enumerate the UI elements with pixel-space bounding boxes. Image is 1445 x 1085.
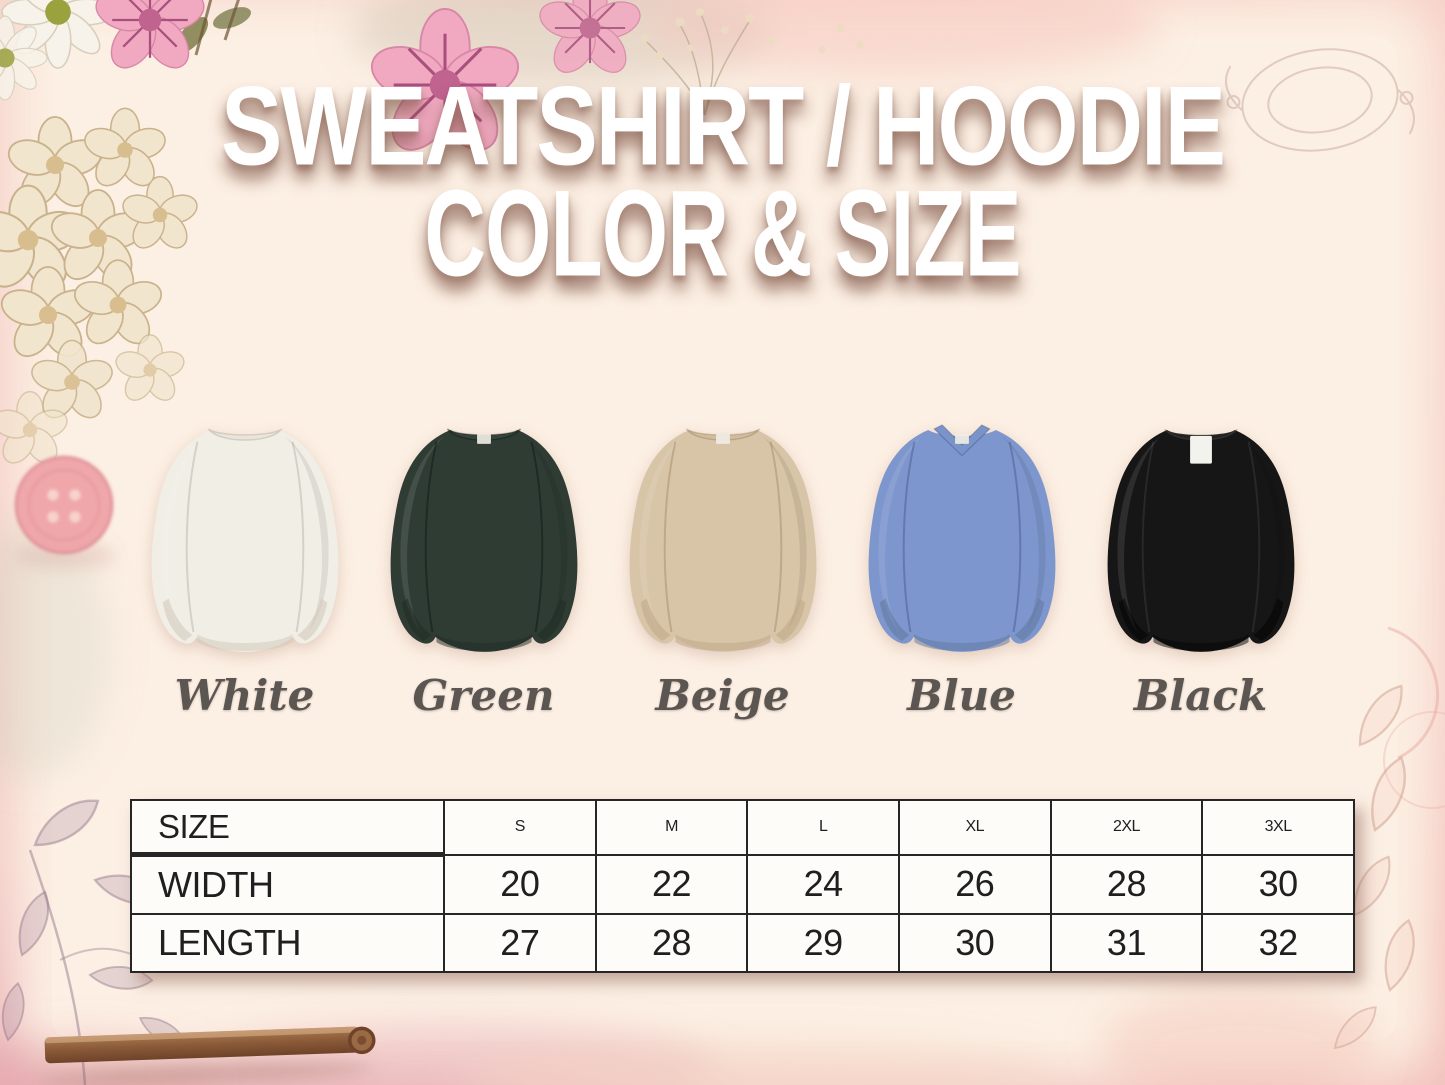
value-cell: 26	[897, 853, 1052, 915]
sweatshirt-image	[151, 428, 338, 652]
color-label: Blue	[907, 671, 1016, 720]
value-cell: 24	[746, 853, 900, 915]
color-label: White	[174, 671, 315, 720]
value-cell: 31	[1049, 913, 1204, 973]
sweatshirt-beige: Beige	[609, 410, 836, 720]
row-label-cell: LENGTH	[130, 913, 445, 973]
value-cell: S	[443, 799, 597, 856]
sweatshirt-blue: Blue	[848, 410, 1075, 720]
row-label-cell: SIZE	[130, 799, 445, 857]
sweatshirt-image	[868, 424, 1055, 652]
page-title: SWEATSHIRT / HOODIE COLOR & SIZE	[0, 69, 1445, 297]
table-header-row: SIZE S M L XL 2XL 3XL	[130, 799, 1355, 857]
table-row-length: LENGTH 27 28 29 30 31 32	[130, 913, 1355, 973]
value-cell: 30	[897, 913, 1052, 973]
row-label-cell: WIDTH	[130, 853, 445, 915]
value-cell: 29	[746, 913, 900, 973]
color-label: Beige	[655, 671, 790, 720]
value-cell: 28	[1049, 853, 1204, 915]
size-table: SIZE S M L XL 2XL 3XL WIDTH 20 22 24 26 28 30 LENGTH 27…	[130, 799, 1355, 973]
value-cell: 27	[443, 913, 597, 973]
value-cell: 2XL	[1049, 799, 1204, 856]
sweatshirt-white: White	[131, 410, 358, 720]
value-cell: XL	[897, 799, 1052, 856]
value-cell: L	[746, 799, 900, 856]
sweatshirt-image	[629, 428, 816, 652]
value-cell: 30	[1201, 853, 1355, 915]
color-label: Green	[412, 671, 555, 720]
color-label: Black	[1133, 671, 1268, 720]
value-cell: M	[594, 799, 749, 856]
value-cell: 22	[594, 853, 749, 915]
value-cell: 28	[594, 913, 749, 973]
size-table-section: SIZE S M L XL 2XL 3XL WIDTH 20 22 24 26 28 30 LENGTH 27…	[130, 799, 1355, 973]
sweatshirt-image	[1107, 428, 1294, 652]
value-cell: 3XL	[1201, 799, 1355, 856]
sweatshirt-image	[390, 428, 577, 652]
color-swatches: White Green	[0, 410, 1445, 720]
value-cell: 32	[1201, 913, 1355, 973]
table-row-width: WIDTH 20 22 24 26 28 30	[130, 853, 1355, 915]
sweatshirt-black: Black	[1087, 410, 1314, 720]
sweatshirt-green: Green	[370, 410, 597, 720]
value-cell: 20	[443, 853, 597, 915]
title-line-2: COLOR & SIZE	[424, 164, 1021, 302]
